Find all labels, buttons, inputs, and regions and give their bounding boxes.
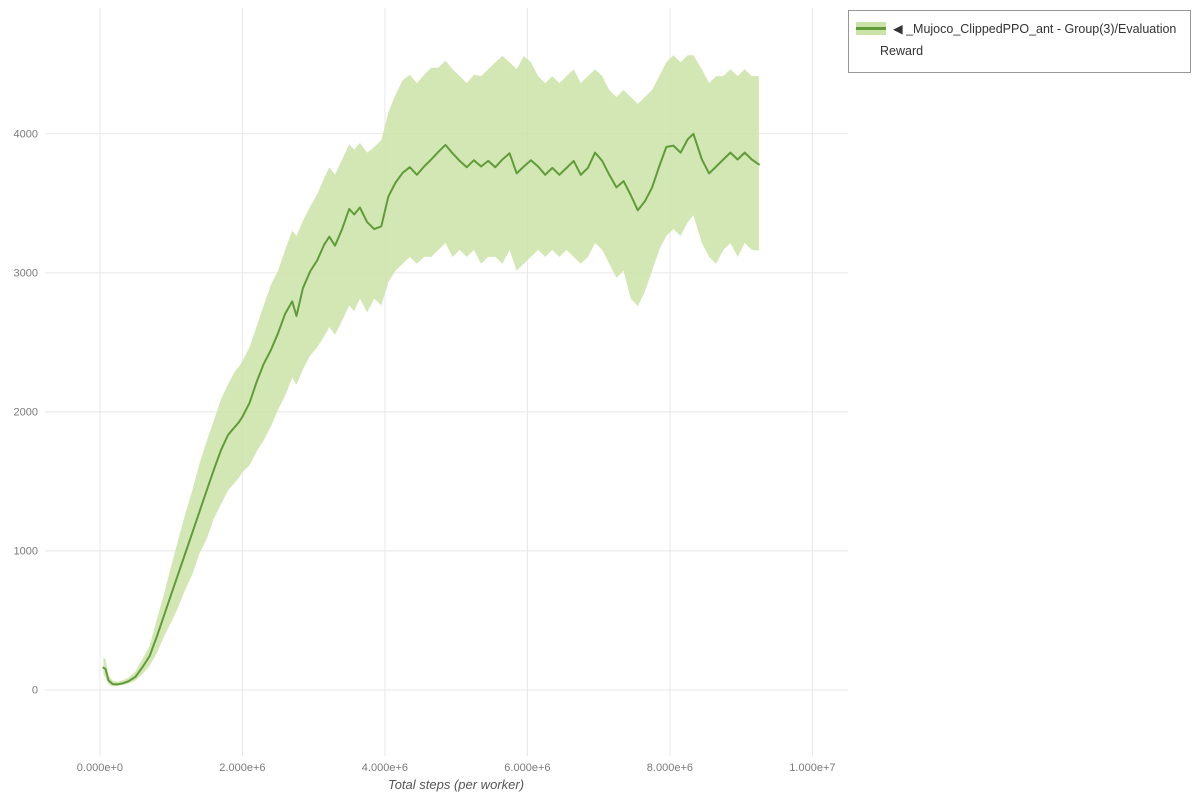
x-tick-label: 4.000e+6: [362, 762, 408, 774]
legend-swatch-band-line: [856, 22, 886, 35]
x-tick-label: 1.000e+7: [789, 762, 835, 774]
legend[interactable]: ◀ _Mujoco_ClippedPPO_ant - Group(3)/Eval…: [848, 10, 1191, 73]
mean-line: [102, 132, 760, 686]
x-tick-label: 2.000e+6: [219, 762, 265, 774]
x-tick-label: 0.000e+0: [77, 762, 123, 774]
confidence-band: [103, 55, 759, 687]
x-axis-title: Total steps (per worker): [387, 777, 525, 792]
y-tick-label: 2000: [14, 406, 38, 418]
y-tick-label: 3000: [14, 267, 38, 279]
legend-label: ◀ _Mujoco_ClippedPPO_ant - Group(3)/Eval…: [880, 22, 1177, 58]
x-tick-label: 8.000e+6: [647, 762, 693, 774]
x-tick-label: 6.000e+6: [504, 762, 550, 774]
legend-entry[interactable]: ◀ _Mujoco_ClippedPPO_ant - Group(3)/Eval…: [856, 19, 1183, 63]
y-tick-label: 0: [32, 685, 38, 697]
legend-swatch-line: [856, 27, 886, 30]
y-tick-label: 4000: [14, 128, 38, 140]
y-tick-label: 1000: [14, 545, 38, 557]
